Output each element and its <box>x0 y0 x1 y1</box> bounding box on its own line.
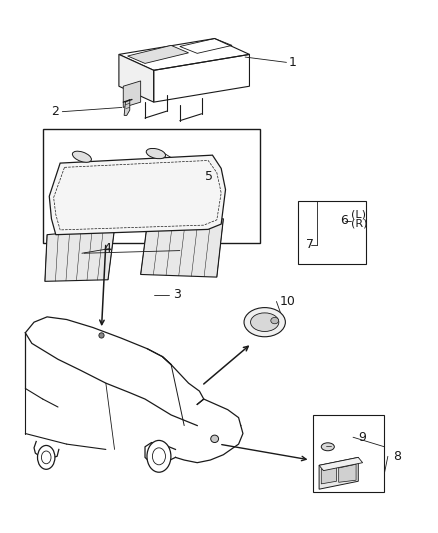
Polygon shape <box>321 465 336 484</box>
Polygon shape <box>141 219 223 277</box>
Polygon shape <box>124 100 130 115</box>
Polygon shape <box>49 155 226 235</box>
Text: 4: 4 <box>104 242 112 255</box>
Text: 7: 7 <box>306 238 314 251</box>
Ellipse shape <box>38 446 55 470</box>
Text: 1: 1 <box>289 56 297 69</box>
Text: 10: 10 <box>280 295 296 308</box>
Text: 5: 5 <box>205 170 213 183</box>
Ellipse shape <box>244 308 286 337</box>
Ellipse shape <box>321 443 334 451</box>
Text: (L): (L) <box>351 209 366 220</box>
Ellipse shape <box>147 440 171 472</box>
Ellipse shape <box>72 151 92 162</box>
Polygon shape <box>67 192 86 211</box>
Bar <box>298 201 366 264</box>
Text: 8: 8 <box>393 450 401 463</box>
Polygon shape <box>319 457 363 471</box>
Ellipse shape <box>211 435 219 442</box>
Polygon shape <box>127 45 188 63</box>
Ellipse shape <box>99 333 104 338</box>
Bar <box>43 128 260 243</box>
Text: 2: 2 <box>51 105 59 118</box>
Ellipse shape <box>146 148 166 159</box>
Polygon shape <box>45 228 115 281</box>
Polygon shape <box>141 171 201 219</box>
Polygon shape <box>119 54 154 102</box>
Text: 3: 3 <box>173 288 181 301</box>
Text: (R): (R) <box>351 219 368 229</box>
Ellipse shape <box>271 317 279 324</box>
Text: 9: 9 <box>358 431 366 444</box>
Polygon shape <box>339 464 356 482</box>
Polygon shape <box>123 81 141 108</box>
Bar <box>313 415 385 492</box>
Ellipse shape <box>251 313 279 332</box>
Polygon shape <box>60 171 117 221</box>
Polygon shape <box>147 190 169 209</box>
Polygon shape <box>319 457 358 489</box>
Text: 6: 6 <box>340 214 348 228</box>
